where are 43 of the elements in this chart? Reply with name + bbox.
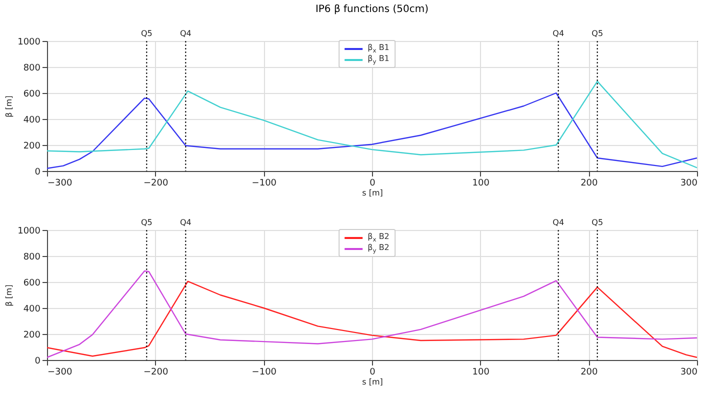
x-tick-label: 0 bbox=[370, 178, 376, 188]
chart-title: IP6 β functions (50cm) bbox=[315, 4, 429, 15]
y-tick-label: 600 bbox=[23, 278, 41, 288]
ref-line-label: Q5 bbox=[592, 29, 604, 38]
x-tick-label: 300 bbox=[680, 368, 698, 378]
ref-line-label: Q5 bbox=[140, 218, 152, 227]
y-tick-label: 0 bbox=[34, 356, 41, 366]
legend-label: β$_{y}$ B1 bbox=[368, 54, 390, 66]
y-tick-label: 800 bbox=[23, 64, 41, 74]
x-tick-label: 100 bbox=[472, 368, 490, 378]
x-tick-label: 200 bbox=[580, 368, 598, 378]
y-tick-label: 1000 bbox=[18, 38, 41, 48]
ref-line-label: Q5 bbox=[140, 29, 152, 38]
x-tick-label: −300 bbox=[48, 178, 72, 188]
ref-line-label: Q4 bbox=[552, 218, 564, 227]
x-tick-label: −200 bbox=[143, 368, 168, 378]
y-tick-label: 400 bbox=[23, 116, 41, 126]
x-tick-label: −100 bbox=[252, 368, 277, 378]
y-tick-label: 600 bbox=[23, 90, 41, 100]
y-tick-label: 800 bbox=[23, 252, 41, 262]
y-axis-title: β [m] bbox=[4, 96, 14, 118]
x-tick-label: 200 bbox=[580, 178, 598, 188]
y-tick-label: 400 bbox=[23, 304, 41, 314]
x-tick-label: −200 bbox=[143, 178, 168, 188]
ref-line-label: Q4 bbox=[552, 29, 564, 38]
x-tick-label: −100 bbox=[252, 178, 277, 188]
y-tick-label: 200 bbox=[23, 330, 41, 340]
x-tick-label: 0 bbox=[370, 368, 376, 378]
y-tick-label: 0 bbox=[34, 168, 41, 178]
ref-line-label: Q5 bbox=[592, 218, 604, 227]
x-axis-title: s [m] bbox=[362, 188, 383, 198]
ref-line-label: Q4 bbox=[180, 29, 192, 38]
x-tick-label: 300 bbox=[680, 178, 698, 188]
legend-label: β$_{x}$ B1 bbox=[368, 42, 390, 54]
y-tick-label: 1000 bbox=[18, 226, 41, 236]
x-tick-label: 100 bbox=[472, 178, 490, 188]
legend-label: β$_{y}$ B2 bbox=[368, 242, 390, 254]
y-tick-label: 200 bbox=[23, 142, 41, 152]
y-axis-title: β [m] bbox=[4, 284, 14, 306]
ref-line-label: Q4 bbox=[180, 218, 192, 227]
legend-label: β$_{x}$ B2 bbox=[368, 232, 390, 244]
x-axis-title: s [m] bbox=[362, 378, 383, 386]
x-tick-label: −300 bbox=[48, 368, 72, 378]
